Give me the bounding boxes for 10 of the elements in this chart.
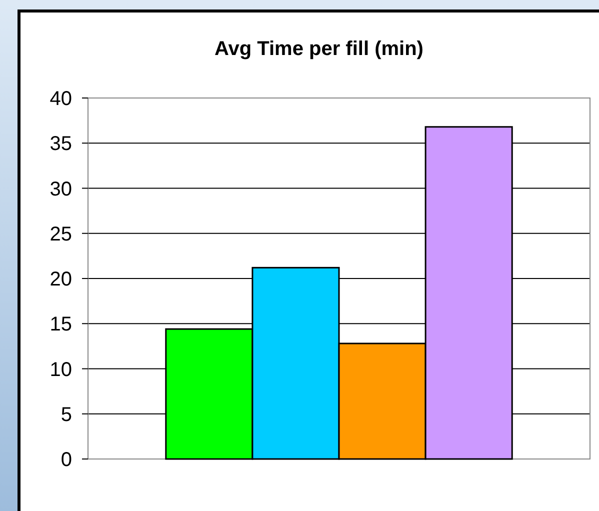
y-tick-label: 0 (60, 449, 72, 471)
y-tick-label: 30 (50, 178, 72, 200)
y-tick-label: 35 (50, 133, 72, 156)
y-tick-label: 10 (50, 358, 72, 381)
y-tick-label: 20 (50, 268, 72, 290)
y-tick-label: 40 (50, 88, 72, 110)
chart-title: Avg Time per fill (min) (214, 38, 424, 60)
y-tick-label: 25 (50, 223, 72, 246)
y-tick-label: 5 (60, 404, 72, 426)
y-tick-label: 15 (50, 314, 72, 336)
